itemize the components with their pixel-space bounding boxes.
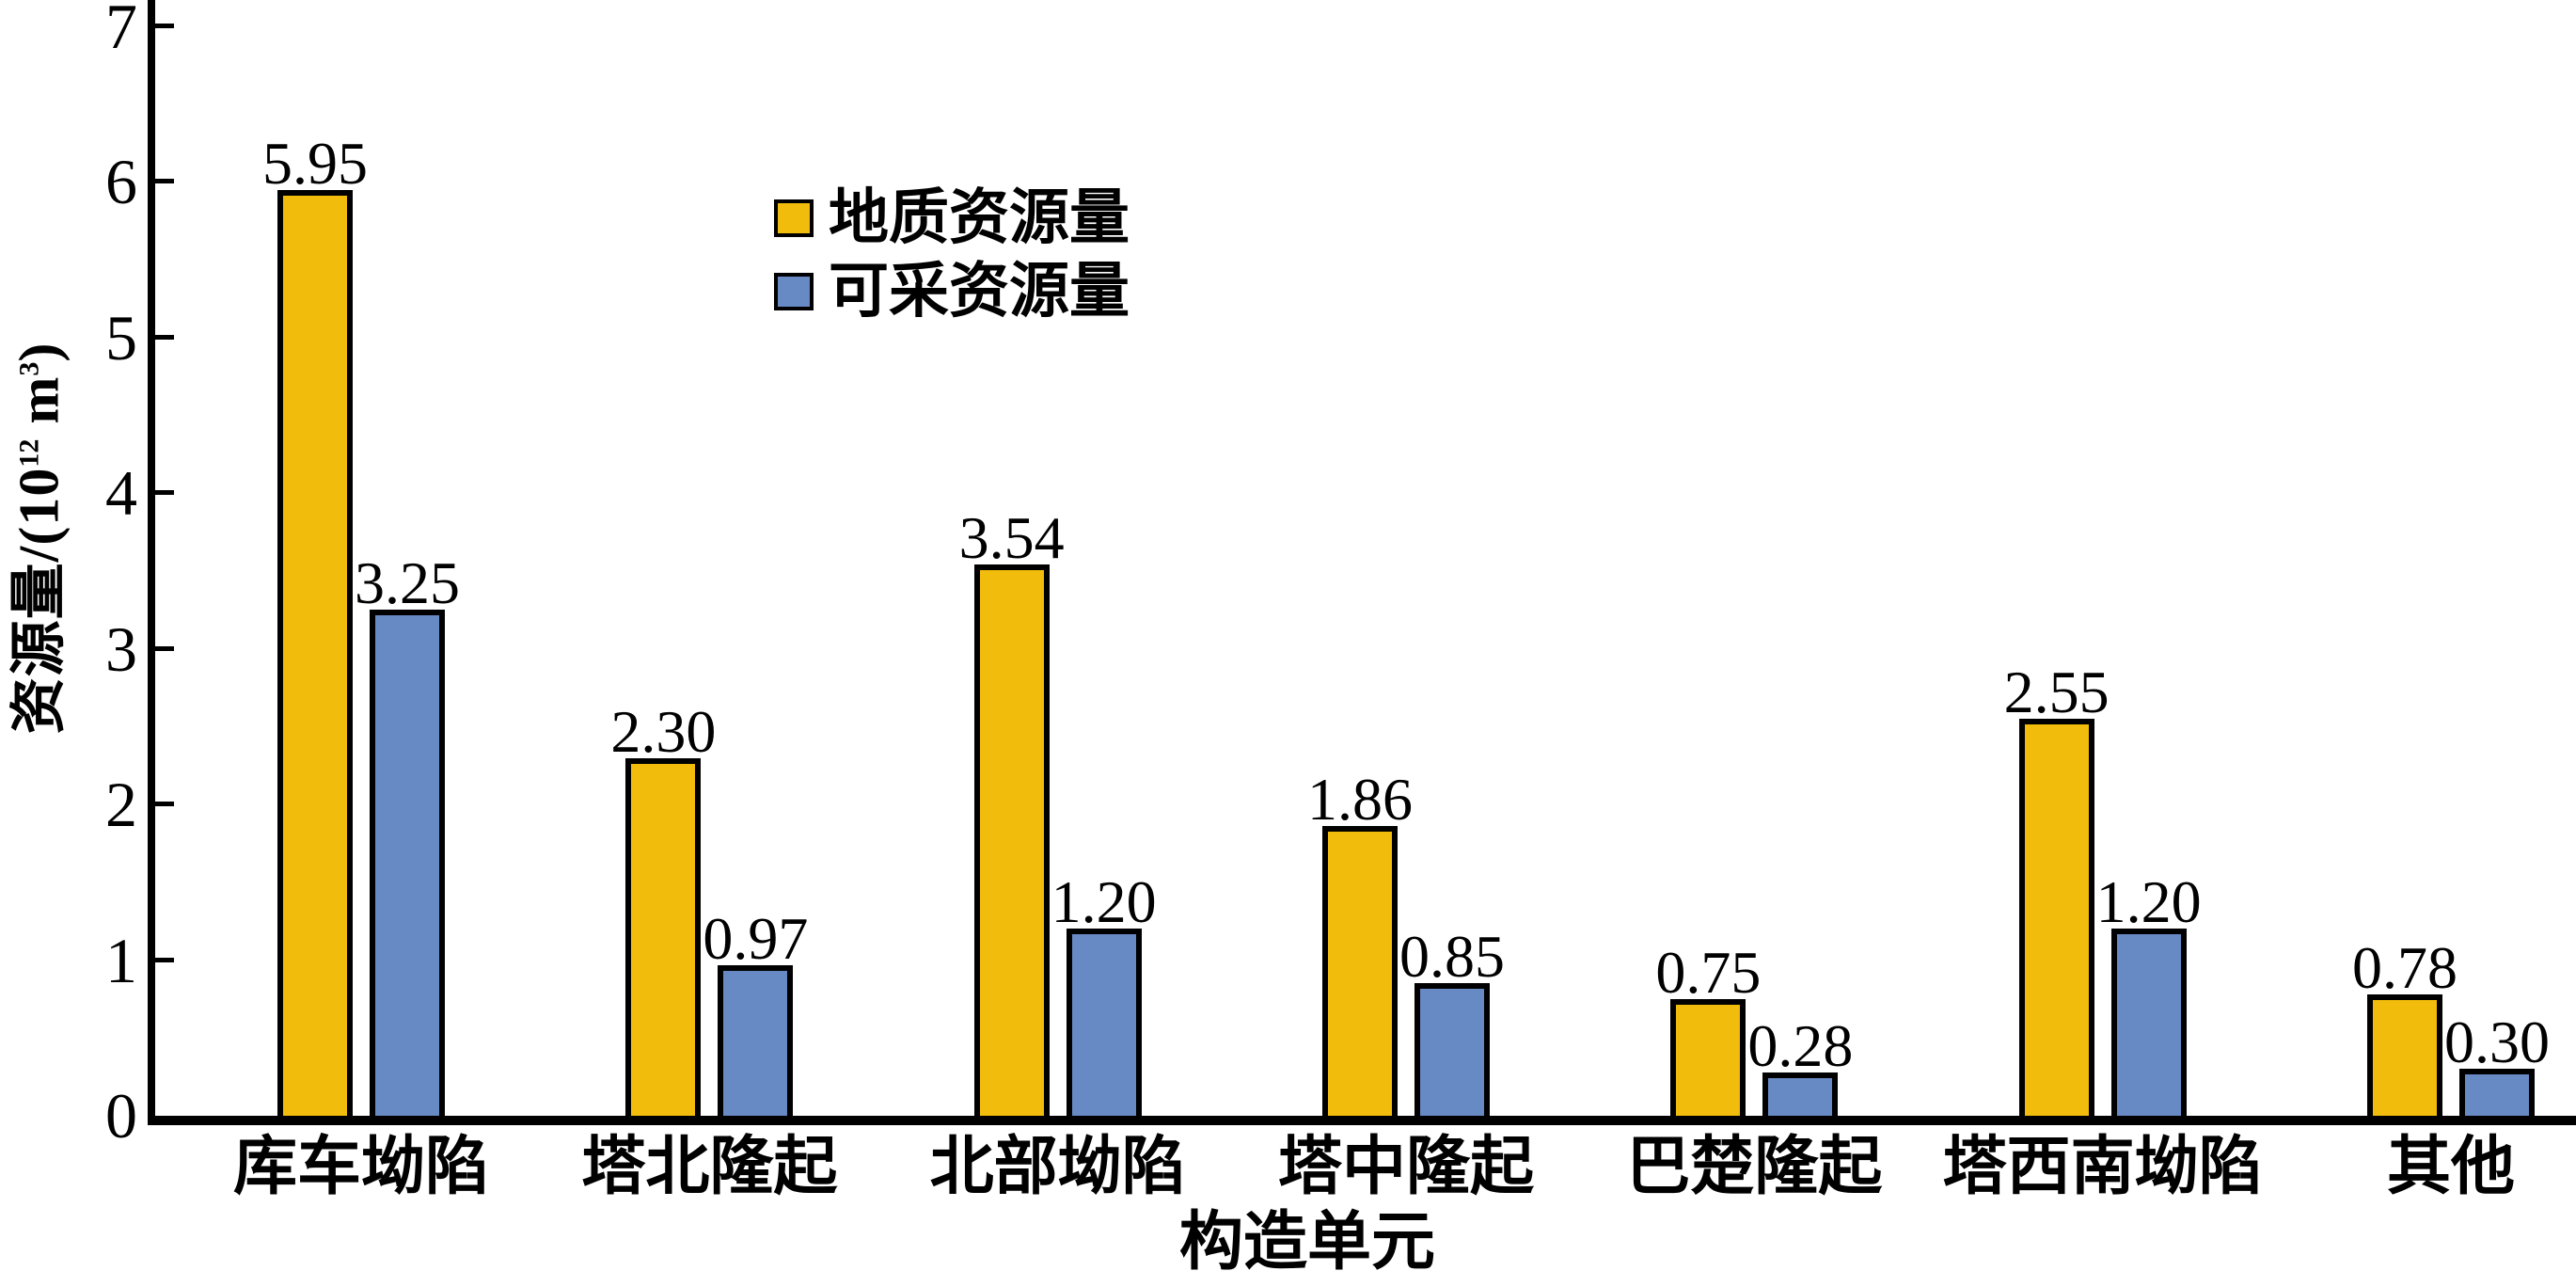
y-tick [155, 645, 174, 651]
y-tick-label: 5 [105, 301, 137, 373]
bar-value-label: 3.54 [958, 504, 1065, 572]
y-tick-label: 2 [105, 769, 137, 841]
bar-value-label: 2.30 [610, 697, 717, 765]
x-axis-title: 构造单元 [1178, 1206, 1435, 1271]
legend-label: 可采资源量 [829, 258, 1130, 325]
legend-item: 可采资源量 [774, 262, 1130, 322]
bar-value-label: 0.30 [2443, 1009, 2550, 1076]
bar-recoverable [718, 964, 794, 1121]
y-tick [155, 490, 174, 496]
y-axis-line [148, 0, 155, 1125]
bar-recoverable [2458, 1069, 2535, 1121]
bar-recoverable [370, 610, 445, 1121]
y-tick [155, 802, 174, 807]
category-label: 塔北隆起 [581, 1131, 838, 1202]
y-tick-label: 3 [105, 612, 137, 685]
bar-value-label: 3.25 [355, 549, 460, 617]
category-label: 巴楚隆起 [1626, 1131, 1883, 1202]
bar-recoverable [1762, 1072, 1839, 1121]
y-tick [155, 957, 174, 962]
bar-value-label: 0.85 [1399, 923, 1505, 991]
y-tick-label: 6 [105, 146, 137, 218]
bar-geological [2018, 719, 2094, 1121]
bar-recoverable [1066, 929, 1142, 1121]
category-label: 其他 [2386, 1131, 2515, 1202]
y-tick [155, 334, 174, 340]
category-label: 库车坳陷 [232, 1131, 489, 1202]
y-tick [155, 179, 174, 184]
bar-value-label: 5.95 [262, 129, 368, 197]
legend-swatch-recoverable [774, 273, 814, 310]
category-label: 塔中隆起 [1277, 1131, 1534, 1202]
y-tick-label: 1 [105, 924, 137, 996]
legend-item: 地质资源量 [774, 188, 1130, 248]
bar-value-label: 1.20 [1051, 868, 1157, 936]
bar-value-label: 0.78 [2351, 933, 2457, 1001]
bar-geological [277, 189, 353, 1121]
category-label: 塔西南坳陷 [1942, 1131, 2263, 1202]
y-tick [155, 23, 174, 28]
legend-swatch-geological [774, 199, 814, 237]
bar-value-label: 0.75 [1655, 938, 1762, 1006]
y-axis-title-mid: m [8, 375, 71, 439]
bar-geological [2366, 993, 2442, 1121]
bar-geological [625, 757, 702, 1121]
bar-geological [1321, 826, 1398, 1121]
y-tick-label: 0 [105, 1080, 137, 1152]
y-tick-label: 7 [105, 0, 137, 62]
bar-value-label: 1.20 [2095, 868, 2202, 936]
bar-recoverable [1414, 983, 1490, 1121]
y-tick-label: 4 [105, 457, 137, 530]
bar-geological [973, 564, 1050, 1121]
bar-value-label: 2.55 [2003, 659, 2110, 726]
bar-value-label: 0.97 [703, 904, 809, 972]
bar-geological [1670, 998, 1746, 1121]
bar-value-label: 0.28 [1747, 1011, 1854, 1079]
bar-value-label: 1.86 [1306, 766, 1413, 834]
category-label: 北部坳陷 [929, 1131, 1186, 1202]
legend-label: 地质资源量 [829, 184, 1130, 251]
bar-recoverable [2110, 929, 2187, 1121]
